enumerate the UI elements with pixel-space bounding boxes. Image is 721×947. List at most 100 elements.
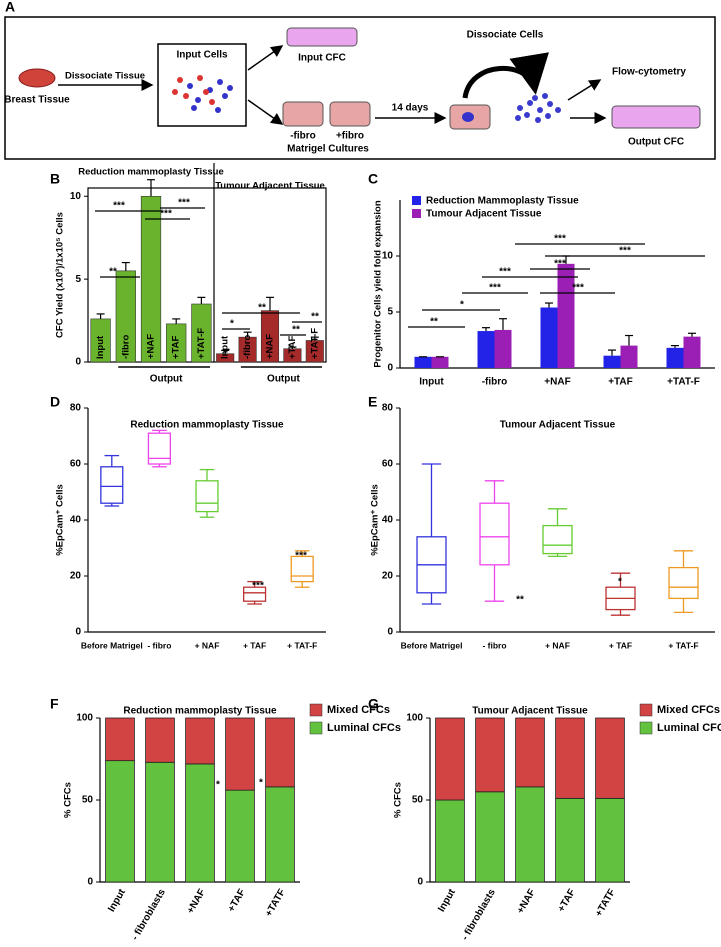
category-label: +NAF (265, 334, 276, 359)
x-tick-label: Input (419, 377, 444, 388)
x-tick-label: + NAF (545, 640, 570, 650)
y-tick-label: 80 (382, 403, 394, 414)
chart-title: Reduction mammoplasty Tissue (123, 706, 277, 717)
y-tick-label: 0 (87, 877, 93, 888)
box (195, 480, 219, 513)
y-tick-label: 0 (387, 627, 393, 638)
sig-label: ** (516, 595, 524, 606)
legend-label: Tumour Adjacent Tissue (426, 209, 542, 220)
sig-label: *** (554, 259, 566, 270)
bar (414, 356, 432, 368)
legend-swatch (309, 703, 323, 717)
chart-title: Reduction mammoplasty Tissue (130, 420, 284, 431)
box (147, 432, 171, 465)
bar-segment (555, 797, 585, 883)
x-tick-label: Input (436, 887, 458, 914)
y-tick-label: 60 (70, 459, 82, 470)
chart-title: Tumour Adjacent Tissue (472, 706, 588, 717)
cell-dots (172, 75, 233, 113)
sig-label: *** (572, 283, 584, 294)
x-tick-label: Before Matrigel (81, 640, 143, 650)
legend-swatch (412, 209, 421, 218)
y-axis-label: %EpCam⁺ Cells (55, 484, 66, 556)
chart-title: Tumour Adjacent Tissue (500, 420, 616, 431)
sig-label: ** (430, 317, 438, 328)
diagram-text: Flow-cytometry (612, 67, 686, 78)
y-tick-label: 5 (75, 274, 81, 285)
legend-swatch (412, 196, 421, 205)
diagram-text: 14 days (392, 103, 429, 114)
group-title: Reduction mammoplasty Tissue (78, 167, 224, 178)
sig-label: *** (489, 283, 501, 294)
bar-segment (185, 763, 215, 883)
x-axis-label: Output (267, 374, 300, 385)
x-tick-label: +TAF (226, 887, 248, 914)
y-tick-label: 0 (387, 363, 393, 374)
diagram-text: Dissociate Cells (467, 30, 544, 41)
y-tick-label: 50 (412, 795, 424, 806)
x-tick-label: + TAT-F (668, 640, 698, 650)
category-label: +TAF (287, 335, 298, 359)
bar-segment (145, 717, 175, 763)
box (668, 566, 699, 600)
x-tick-label: - fibroblasts (460, 887, 498, 942)
y-tick-label: 80 (70, 403, 82, 414)
curved-arrow (462, 52, 549, 99)
x-tick-label: +NAF (185, 887, 208, 915)
bar-segment (555, 717, 585, 799)
x-tick-label: -fibro (482, 377, 508, 388)
bar-segment (265, 717, 295, 788)
diagram-text: Breast Tissue (4, 95, 70, 106)
bar (494, 329, 512, 368)
arrow (567, 79, 602, 101)
y-tick-label: 20 (382, 571, 394, 582)
diagram-text: Output CFC (628, 137, 684, 148)
sig-label: *** (295, 551, 307, 562)
dish (329, 101, 371, 127)
panel-label: B (50, 171, 60, 187)
bar-segment (265, 786, 295, 883)
sig-label: ** (109, 267, 117, 278)
y-tick-label: 0 (75, 627, 81, 638)
diagram-text: Matrigel Cultures (287, 144, 369, 155)
sig-label: * (618, 577, 622, 588)
arrow (247, 45, 284, 71)
x-tick-label: - fibro (147, 640, 171, 650)
panel-a: A Breast Tissue Dissociate Tissue Input … (4, 0, 716, 160)
y-tick-label: 40 (382, 515, 394, 526)
bar-segment (225, 717, 255, 791)
x-tick-label: - fibro (482, 640, 506, 650)
category-label: +TAF (171, 335, 182, 359)
panel-label: E (368, 394, 377, 410)
x-tick-label: +NAF (515, 887, 538, 915)
bar (477, 331, 495, 368)
y-tick-label: 40 (70, 515, 82, 526)
bar (431, 356, 449, 368)
diagram-text: Dissociate Tissue (65, 71, 145, 82)
diagram-text: -fibro (290, 131, 316, 142)
bar-segment (475, 717, 505, 793)
category-label: -fibro (120, 335, 131, 359)
bar-segment (145, 761, 175, 883)
bar (683, 336, 701, 368)
x-tick-label: Input (106, 887, 128, 914)
category-label: -fibro (242, 335, 253, 359)
legend-label: Mixed CFCs (657, 704, 720, 716)
cell-dots (515, 93, 561, 123)
dish (286, 27, 358, 47)
y-axis-label: % CFCs (63, 782, 74, 818)
sig-label: *** (554, 234, 566, 245)
bar-segment (105, 760, 135, 883)
bar-segment (225, 789, 255, 883)
x-tick-label: +TATF (263, 887, 287, 918)
x-tick-label: +TAF (556, 887, 578, 914)
bar-segment (595, 797, 625, 883)
panel-label: F (50, 696, 59, 712)
y-tick-label: 0 (75, 357, 81, 368)
dish (282, 101, 324, 127)
y-tick-label: 100 (76, 713, 93, 724)
y-tick-label: 50 (82, 795, 94, 806)
axes (87, 408, 326, 633)
y-tick-label: 0 (417, 877, 423, 888)
axes (399, 408, 715, 633)
